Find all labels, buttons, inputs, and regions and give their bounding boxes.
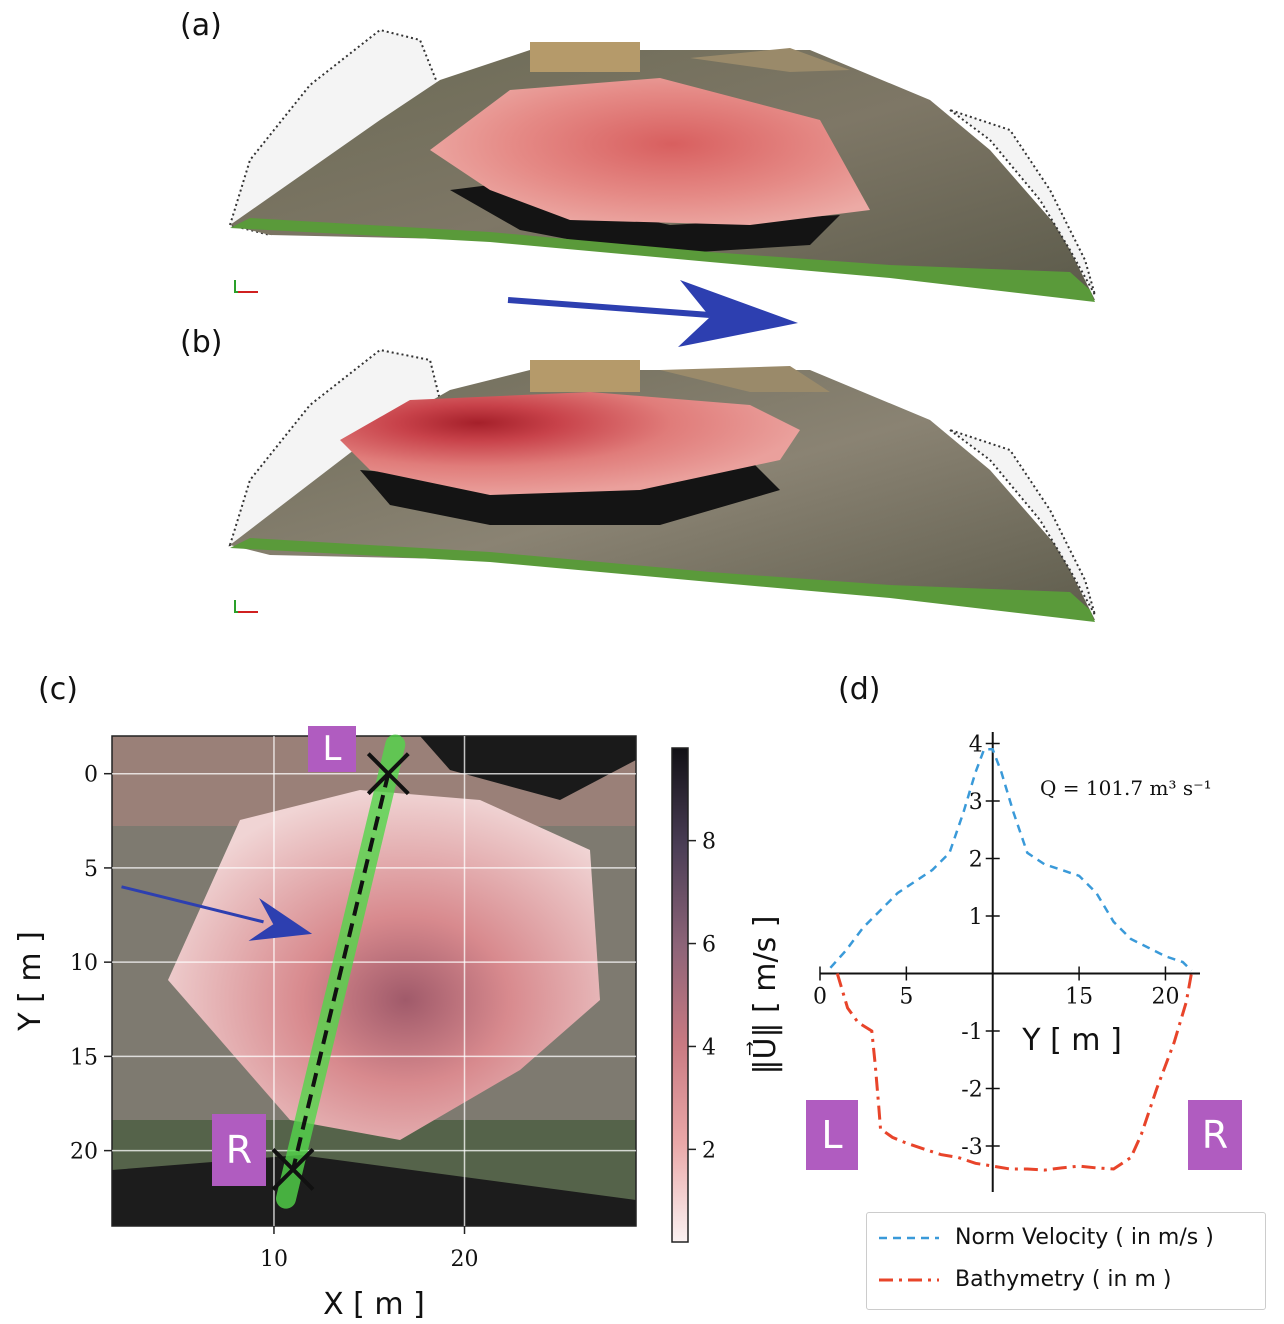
transect-endpoints <box>271 752 410 1191</box>
transect-cross-R <box>271 1148 315 1191</box>
profile-tick-label-y: 2 <box>969 848 983 873</box>
panel-label-c: (c) <box>38 672 78 707</box>
transect-line <box>291 773 391 1170</box>
legend-swatch-bathymetry <box>879 1278 939 1281</box>
profile-badge-R: R <box>1188 1100 1242 1170</box>
cross-stroke <box>271 1148 315 1191</box>
legend-item-bathymetry: Bathymetry ( in m ) <box>879 1267 1171 1292</box>
velocity-map: 10 20 0 5 10 15 20 X [ m ] Y [ m ] 2 4 6 8 ‖U⃗‖ [… <box>13 734 783 1322</box>
legend-label-velocity: Norm Velocity ( in m/s ) <box>955 1225 1214 1250</box>
series-bathymetry <box>835 973 1193 1172</box>
colorbar-ticks: 2 4 6 8 <box>688 830 716 1163</box>
colorbar-tick-label: 8 <box>702 830 716 855</box>
profile-tick-label-y: -2 <box>961 1078 982 1103</box>
profile-tick-label-x: 5 <box>899 985 913 1010</box>
pointcloud-b <box>228 348 1096 622</box>
map-tick-label-x: 20 <box>451 1247 479 1272</box>
map-tick-label-y: 5 <box>84 857 98 882</box>
map-flow-arrowhead <box>248 898 313 941</box>
map-tick-label-x: 10 <box>260 1247 288 1272</box>
profile-tick-label-x: 20 <box>1151 985 1179 1010</box>
profile-ticks: 0 5 15 20 -3 -2 -1 1 2 3 4 <box>813 733 1179 1161</box>
panel-label-a: (a) <box>180 8 222 43</box>
map-xlabel: X [ m ] <box>323 1287 425 1322</box>
colorbar <box>671 747 689 1243</box>
map-ylabel: Y [ m ] <box>13 931 48 1032</box>
profile-tick-label-y: 3 <box>969 790 983 815</box>
profile-badge-L: L <box>806 1100 858 1170</box>
profile-tick-label-y: -3 <box>961 1135 982 1160</box>
map-badge-R: R <box>212 1114 266 1186</box>
map-flow-arrow <box>121 885 264 924</box>
profile-tick-label-y: 1 <box>969 905 983 930</box>
cross-stroke <box>366 752 410 796</box>
map-tick-label-y: 20 <box>70 1140 98 1165</box>
series-norm-velocity <box>829 748 1193 972</box>
map-tick-label-y: 15 <box>70 1045 98 1070</box>
discharge-annotation: Q = 101.7 m³ s⁻¹ <box>1040 776 1212 800</box>
legend-swatch-velocity <box>879 1236 939 1239</box>
map-ticks: 10 20 0 5 10 15 20 <box>70 763 479 1272</box>
legend-label-bathymetry: Bathymetry ( in m ) <box>955 1267 1172 1292</box>
transect-cross-L <box>366 752 410 796</box>
panel-label-d: (d) <box>838 672 881 707</box>
colorbar-tick-label: 6 <box>702 933 716 958</box>
profile-tick-label-y: -1 <box>961 1020 982 1045</box>
map-badge-L: L <box>308 726 356 772</box>
profile-chart: 0 5 15 20 -3 -2 -1 1 2 3 4 Y [ m ] <box>813 732 1200 1192</box>
profile-tick-label-y: 4 <box>969 733 983 758</box>
colorbar-tick-label: 2 <box>702 1138 716 1163</box>
legend: Norm Velocity ( in m/s ) Bathymetry ( in… <box>866 1212 1266 1310</box>
map-tick-label-y: 0 <box>84 763 98 788</box>
colorbar-tick-label: 4 <box>702 1035 716 1060</box>
profile-tick-label-x: 0 <box>813 985 827 1010</box>
panel-label-b: (b) <box>180 325 223 360</box>
legend-item-velocity: Norm Velocity ( in m/s ) <box>879 1225 1214 1250</box>
profile-xlabel: Y [ m ] <box>1021 1023 1122 1058</box>
map-tick-label-y: 10 <box>70 951 98 976</box>
colorbar-label: ‖U⃗‖ [ m/s ] <box>747 916 783 1075</box>
profile-tick-label-x: 15 <box>1065 985 1093 1010</box>
flow-direction-arrow <box>507 280 798 347</box>
pointcloud-a <box>228 28 1096 302</box>
profile-axes <box>820 732 1200 1192</box>
